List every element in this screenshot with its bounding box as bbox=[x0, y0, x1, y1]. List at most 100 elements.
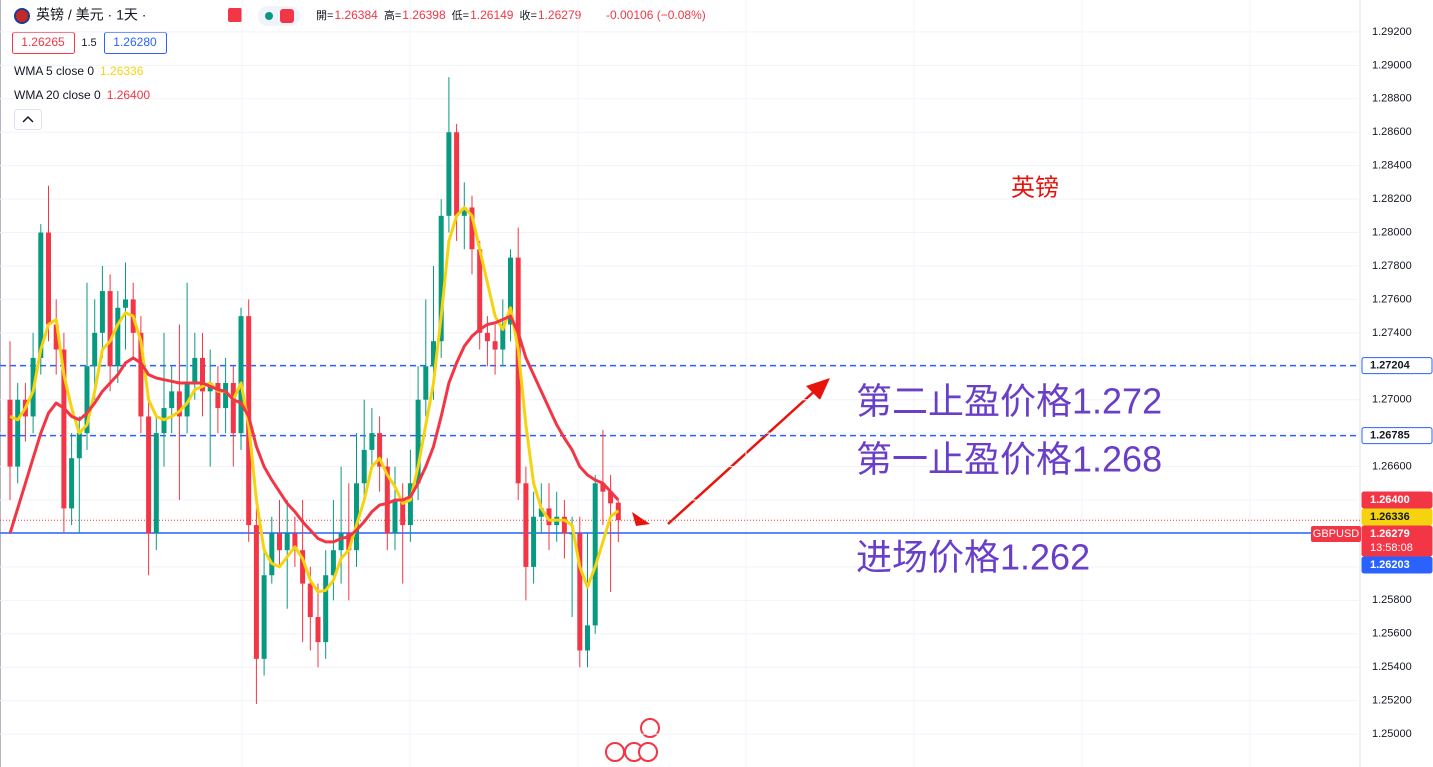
candle-body bbox=[392, 500, 398, 534]
candle-body bbox=[123, 299, 128, 308]
ohlc-label: 收= bbox=[519, 8, 536, 22]
candle-body bbox=[477, 249, 483, 333]
candle-body bbox=[223, 382, 229, 409]
candle-body bbox=[508, 257, 513, 325]
candle-body bbox=[92, 332, 98, 367]
candle-body bbox=[15, 399, 21, 467]
candle-body bbox=[153, 433, 159, 534]
price-tag-label: 1.26279 bbox=[1370, 528, 1410, 540]
candle-body bbox=[76, 433, 82, 459]
candle-body bbox=[608, 491, 614, 504]
ohlc-label: 高= bbox=[384, 8, 401, 22]
candle-body bbox=[46, 232, 51, 325]
y-tick-label: 1.25400 bbox=[1372, 661, 1412, 673]
candle-body bbox=[569, 533, 575, 535]
y-tick-label: 1.28400 bbox=[1372, 160, 1412, 172]
candle-body bbox=[38, 232, 44, 358]
bid: 1.26265 bbox=[21, 35, 65, 49]
bid-box[interactable] bbox=[12, 32, 75, 54]
candle-body bbox=[61, 349, 67, 509]
delay-icon bbox=[280, 9, 294, 23]
y-tick-label: 1.27400 bbox=[1372, 327, 1412, 339]
candle-body bbox=[338, 533, 344, 551]
candle-body bbox=[346, 533, 352, 551]
y-tick-label: 1.28600 bbox=[1372, 126, 1412, 138]
y-tick-label: 1.29200 bbox=[1372, 26, 1412, 38]
candle-body bbox=[577, 533, 583, 651]
symbol: 英镑 / 美元 · 1天 · bbox=[36, 7, 146, 23]
event-icon[interactable] bbox=[638, 742, 658, 762]
arrow-head bbox=[632, 512, 650, 526]
candle-body bbox=[515, 257, 521, 484]
status-dot bbox=[265, 12, 273, 20]
candle-body bbox=[215, 382, 221, 409]
candle-body bbox=[292, 533, 298, 551]
arrow bbox=[667, 387, 819, 525]
candle-body bbox=[53, 324, 59, 350]
y-tick-label: 1.28800 bbox=[1372, 93, 1412, 105]
ask-box[interactable] bbox=[104, 32, 167, 54]
price-tag bbox=[1361, 556, 1433, 574]
candle-body bbox=[115, 307, 121, 367]
candle-body bbox=[138, 332, 144, 417]
candle-body bbox=[585, 625, 590, 651]
candle-body bbox=[384, 466, 390, 534]
price-tag bbox=[1361, 508, 1433, 526]
candle-body bbox=[446, 132, 452, 216]
candle-body bbox=[315, 617, 321, 643]
candle-body bbox=[7, 399, 13, 467]
legend-value: 1.26400 bbox=[107, 88, 151, 102]
annotation: 第一止盈价格1.268 bbox=[856, 439, 1162, 480]
annotation: 进场价格1.262 bbox=[856, 537, 1090, 578]
candle-body bbox=[423, 366, 429, 400]
collapse-button[interactable] bbox=[14, 109, 42, 130]
candle-body bbox=[469, 207, 475, 250]
candle-body bbox=[531, 516, 537, 567]
y-tick-label: 1.28200 bbox=[1372, 193, 1412, 205]
candle-body bbox=[461, 207, 467, 216]
ohlc-value: 1.26398 bbox=[402, 8, 446, 22]
symbol-tag-label: GBPUSD bbox=[1313, 528, 1360, 540]
candle-body bbox=[484, 332, 490, 342]
candle-body bbox=[523, 483, 529, 567]
symbol-tag bbox=[1311, 526, 1361, 543]
candle-body bbox=[500, 324, 506, 350]
y-tick-label: 1.28000 bbox=[1372, 226, 1412, 238]
flag-icon bbox=[14, 8, 30, 24]
candle-body bbox=[69, 458, 75, 509]
candle-body bbox=[253, 525, 259, 659]
y-tick-label: 1.25200 bbox=[1372, 695, 1412, 707]
price-tag-label: 1.27204 bbox=[1370, 360, 1411, 372]
event-icon[interactable] bbox=[640, 718, 660, 738]
candle-body bbox=[107, 291, 113, 367]
candle-body bbox=[238, 316, 244, 434]
candle-body bbox=[407, 483, 413, 526]
candle-body bbox=[169, 391, 175, 409]
candle-body bbox=[538, 508, 544, 517]
wma-line bbox=[8, 314, 620, 544]
candle-body bbox=[561, 516, 567, 534]
candle-body bbox=[99, 291, 105, 333]
event-icon[interactable] bbox=[605, 742, 625, 762]
y-tick-label: 1.25600 bbox=[1372, 628, 1412, 640]
candle-body bbox=[230, 382, 236, 434]
candle-body bbox=[354, 483, 359, 551]
y-tick-label: 1.27000 bbox=[1372, 394, 1412, 406]
ohlc-value: 1.26384 bbox=[334, 8, 378, 22]
price-tag-label: 1.26203 bbox=[1370, 559, 1410, 571]
price-tag-label: 1.26400 bbox=[1370, 494, 1410, 506]
candle-body bbox=[192, 357, 198, 383]
legend-name: WMA 5 close 0 bbox=[14, 64, 94, 78]
price-tag-time: 13:58:08 bbox=[1370, 542, 1413, 554]
alert-icon[interactable] bbox=[228, 8, 242, 22]
candle-body bbox=[176, 391, 182, 417]
candle-body bbox=[546, 508, 552, 526]
y-tick-label: 1.25000 bbox=[1372, 728, 1412, 740]
ohlc-label: 開= bbox=[316, 9, 333, 22]
y-tick-label: 1.26600 bbox=[1372, 460, 1412, 472]
y-tick-label: 1.25800 bbox=[1372, 594, 1412, 606]
candle-body bbox=[184, 382, 190, 417]
price-tag-label: 1.26785 bbox=[1370, 430, 1410, 442]
